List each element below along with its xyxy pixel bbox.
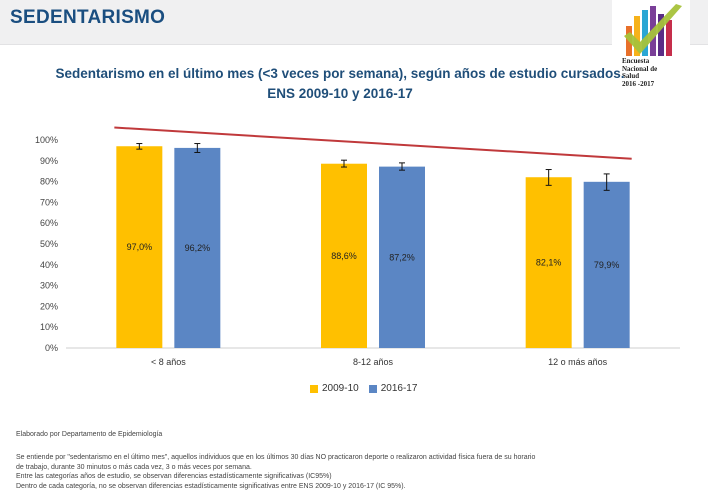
logo-bar <box>642 10 648 56</box>
bar <box>174 147 221 348</box>
y-tick-label: 10% <box>40 322 58 332</box>
bar <box>583 181 630 348</box>
data-label: 82,1% <box>536 258 562 268</box>
y-tick-label: 30% <box>40 281 58 291</box>
legend-item-2009-10: 2009-10 <box>310 383 359 394</box>
y-tick-label: 60% <box>40 218 58 228</box>
bar <box>379 166 425 348</box>
chart-legend: 2009-10 2016-17 <box>310 383 417 394</box>
bar <box>116 146 163 348</box>
y-tick-label: 40% <box>40 260 58 270</box>
footnote-line: de trabajo, durante 30 minutos o más cad… <box>16 463 252 471</box>
logo-line: 2016 -2017 <box>622 79 655 88</box>
logo-bar <box>634 16 640 56</box>
footnote-line: Dentro de cada categoría, no se observan… <box>16 482 406 490</box>
y-tick-label: 90% <box>40 156 58 166</box>
y-tick-label: 80% <box>40 177 58 187</box>
legend-swatch <box>310 384 318 393</box>
x-tick-label: 12 o más años <box>548 357 608 367</box>
footnotes: Se entiende por "sedentarismo en el últi… <box>16 453 656 491</box>
legend-item-2016-17: 2016-17 <box>368 383 418 394</box>
bar <box>525 177 572 348</box>
trend-line <box>114 126 632 160</box>
footnote-line: Entre las categorías años de estudio, se… <box>16 473 332 480</box>
y-tick-label: 20% <box>40 301 58 311</box>
logo-text: Encuesta Nacional de Salud 2016 -2017 <box>622 57 658 88</box>
logo-line: Salud <box>622 72 640 80</box>
page-title: SEDENTARISMO <box>10 7 166 28</box>
data-label: 97,0% <box>127 242 153 252</box>
logo-bar <box>666 20 672 56</box>
source-note: Elaborado por Departamento de Epidemiolo… <box>16 431 163 438</box>
x-tick-label: 8-12 años <box>353 357 394 367</box>
logo-bar <box>658 14 664 56</box>
chart-title: Sedentarismo en el último mes (<3 veces … <box>30 64 650 104</box>
logo-graphic <box>624 4 682 56</box>
data-label: 96,2% <box>185 243 211 253</box>
legend-label: 2016-17 <box>380 383 418 394</box>
bar-chart: 0% 10% 20% 30% 40% 50% 60% 70% 80% 90% 100% 97,0% 9… <box>35 126 680 367</box>
bar <box>321 163 367 348</box>
ens-logo: Encuesta Nacional de Salud 2016 -2017 <box>612 0 690 96</box>
data-label: 88,6% <box>331 251 357 261</box>
logo-line: Encuesta <box>622 57 650 65</box>
data-label: 87,2% <box>389 252 415 262</box>
y-tick-label: 70% <box>40 197 58 207</box>
data-label: 79,9% <box>594 260 620 270</box>
y-tick-label: 0% <box>45 343 58 353</box>
y-tick-label: 100% <box>35 135 58 145</box>
x-tick-label: < 8 años <box>151 357 186 367</box>
legend-swatch <box>368 384 377 393</box>
logo-line: Nacional de <box>622 64 658 73</box>
legend-label: 2009-10 <box>322 383 359 394</box>
header-band: SEDENTARISMO <box>0 0 708 45</box>
footnote-line: Se entiende por "sedentarismo en el últi… <box>16 454 536 461</box>
chart-title-line-1: Sedentarismo en el último mes (<3 veces … <box>55 66 625 81</box>
y-tick-label: 50% <box>40 239 58 249</box>
chart-title-line-2: ENS 2009-10 y 2016-17 <box>267 86 413 101</box>
